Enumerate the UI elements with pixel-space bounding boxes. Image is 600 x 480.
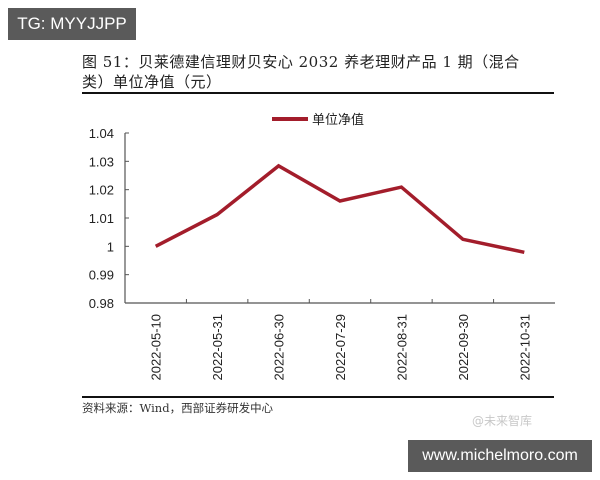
- x-axis-ticks: 2022-05-10 2022-05-31 2022-06-30 2022-07-29…: [149, 299, 532, 381]
- y-tick-label: 1.02: [89, 183, 114, 198]
- legend: 单位净值: [272, 112, 364, 128]
- x-tick-label: 2022-09-30: [456, 314, 471, 381]
- axes: [124, 133, 555, 304]
- y-tick-label: 1.01: [89, 211, 114, 226]
- weibo-watermark: @未来智库: [472, 414, 533, 428]
- figure-title-line-2: 类）单位净值（元）: [82, 73, 222, 91]
- y-axis-ticks: 1.04 1.03 1.02 1.01 1 0.99 0.98: [89, 126, 129, 311]
- y-tick-label: 1.03: [89, 154, 114, 169]
- y-tick-label: 1.04: [89, 126, 114, 141]
- url-watermark-badge: www.michelmoro.com: [408, 440, 592, 472]
- x-tick-label: 2022-10-31: [517, 314, 532, 381]
- tg-watermark-badge: TG: MYYJJPP: [8, 8, 136, 40]
- x-tick-label: 2022-05-10: [149, 314, 164, 381]
- top-rule: [82, 92, 554, 94]
- source-note: 资料来源：Wind，西部证券研发中心: [82, 401, 274, 415]
- x-tick-label: 2022-08-31: [394, 314, 409, 381]
- x-tick-label: 2022-06-30: [272, 314, 287, 381]
- legend-label: 单位净值: [312, 112, 364, 128]
- y-tick-label: 0.99: [89, 268, 114, 283]
- figure-title: 图 51：贝莱德建信理财贝安心 2032 养老理财产品 1 期（混合 类）单位净…: [82, 52, 554, 92]
- y-tick-label: 1: [107, 239, 114, 254]
- y-tick-label: 0.98: [89, 296, 114, 311]
- series-line-unit-nav: [154, 163, 525, 255]
- x-tick-label: 2022-05-31: [210, 314, 225, 381]
- bottom-rule: [82, 396, 554, 398]
- x-tick-label: 2022-07-29: [333, 314, 348, 381]
- figure-title-line-1: 图 51：贝莱德建信理财贝安心 2032 养老理财产品 1 期（混合: [82, 53, 520, 71]
